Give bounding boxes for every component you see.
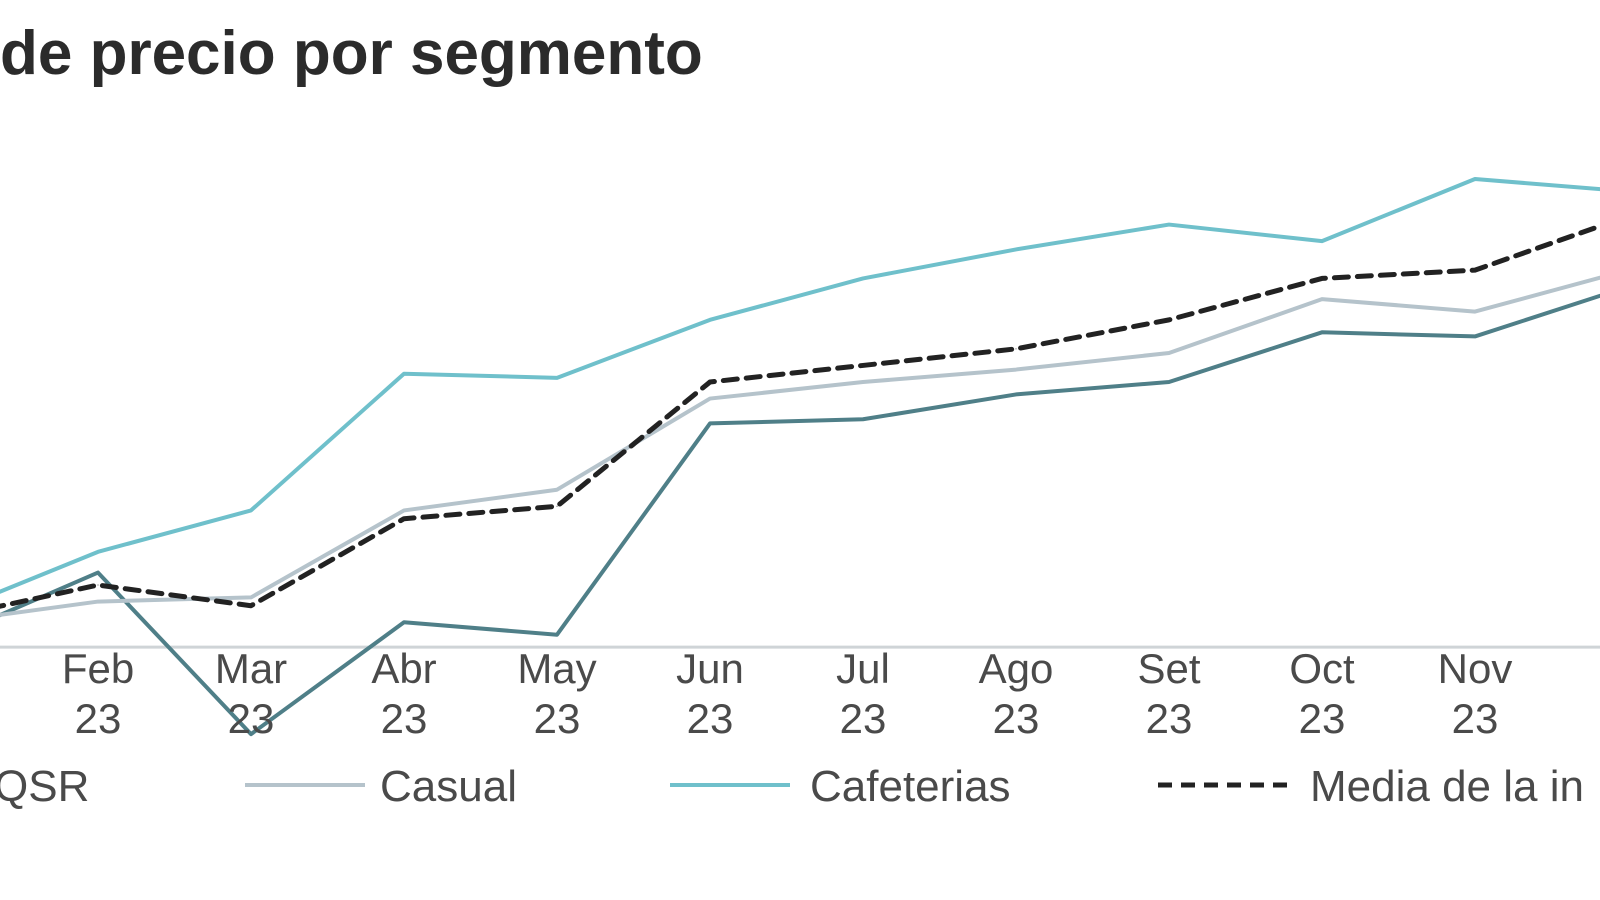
data-point-2-8 <box>1168 224 1170 226</box>
legend-label-3: Media de la in <box>1310 762 1584 811</box>
x-tick-label: Oct <box>1289 645 1355 692</box>
legend-label-0: QSR <box>0 762 89 811</box>
data-point-0-5 <box>709 422 711 424</box>
series-line-3 <box>0 223 1600 609</box>
x-tick-label: Set <box>1137 645 1200 692</box>
data-point-0-8 <box>1168 381 1170 383</box>
x-tick-year: 23 <box>840 695 887 742</box>
x-tick-label: Mar <box>215 645 287 692</box>
data-point-3-5 <box>709 381 711 383</box>
data-point-0-1 <box>97 572 99 574</box>
x-tick-year: 23 <box>1299 695 1346 742</box>
data-point-2-3 <box>403 373 405 375</box>
data-point-3-6 <box>862 364 864 366</box>
series-line-2 <box>0 177 1600 594</box>
data-point-1-4 <box>556 489 558 491</box>
x-tick-label: Ago <box>979 645 1054 692</box>
legend-label-2: Cafeterias <box>810 762 1011 811</box>
data-point-0-4 <box>556 634 558 636</box>
data-point-1-6 <box>862 381 864 383</box>
data-point-3-8 <box>1168 319 1170 321</box>
data-point-1-2 <box>250 596 252 598</box>
data-point-0-10 <box>1474 335 1476 337</box>
data-point-3-10 <box>1474 269 1476 271</box>
data-point-0-7 <box>1015 393 1017 395</box>
data-point-1-7 <box>1015 369 1017 371</box>
chart-title: de precio por segmento <box>0 19 703 88</box>
data-point-0-2 <box>250 733 252 735</box>
data-point-2-7 <box>1015 248 1017 250</box>
data-point-2-5 <box>709 319 711 321</box>
x-tick-label: Jul <box>836 645 890 692</box>
x-tick-year: 23 <box>1452 695 1499 742</box>
data-point-2-6 <box>862 277 864 279</box>
x-tick-label: May <box>517 645 596 692</box>
data-point-1-9 <box>1321 298 1323 300</box>
x-tick-year: 23 <box>228 695 275 742</box>
data-point-3-4 <box>556 505 558 507</box>
data-point-1-3 <box>403 509 405 511</box>
x-tick-year: 23 <box>993 695 1040 742</box>
x-tick-year: 23 <box>381 695 428 742</box>
data-point-3-7 <box>1015 348 1017 350</box>
series-line-1 <box>0 275 1600 617</box>
data-point-1-8 <box>1168 352 1170 354</box>
data-point-2-10 <box>1474 178 1476 180</box>
x-tick-label: Jun <box>676 645 744 692</box>
data-point-1-5 <box>709 398 711 400</box>
x-tick-year: 23 <box>75 695 122 742</box>
x-tick-label: Abr <box>371 645 436 692</box>
data-point-2-1 <box>97 551 99 553</box>
series-line-0 <box>0 293 1600 737</box>
x-tick-year: 23 <box>687 695 734 742</box>
data-point-0-9 <box>1321 331 1323 333</box>
data-point-3-3 <box>403 518 405 520</box>
data-point-2-9 <box>1321 240 1323 242</box>
x-tick-label: Feb <box>62 645 134 692</box>
data-point-0-3 <box>403 621 405 623</box>
data-point-2-4 <box>556 377 558 379</box>
data-point-1-10 <box>1474 311 1476 313</box>
data-point-0-6 <box>862 418 864 420</box>
data-point-3-1 <box>97 584 99 586</box>
x-tick-label: Nov <box>1438 645 1513 692</box>
data-point-2-2 <box>250 509 252 511</box>
x-tick-year: 23 <box>1146 695 1193 742</box>
data-point-3-9 <box>1321 277 1323 279</box>
legend-label-1: Casual <box>380 762 517 811</box>
x-tick-year: 23 <box>534 695 581 742</box>
data-point-1-1 <box>97 601 99 603</box>
data-point-3-2 <box>250 605 252 607</box>
